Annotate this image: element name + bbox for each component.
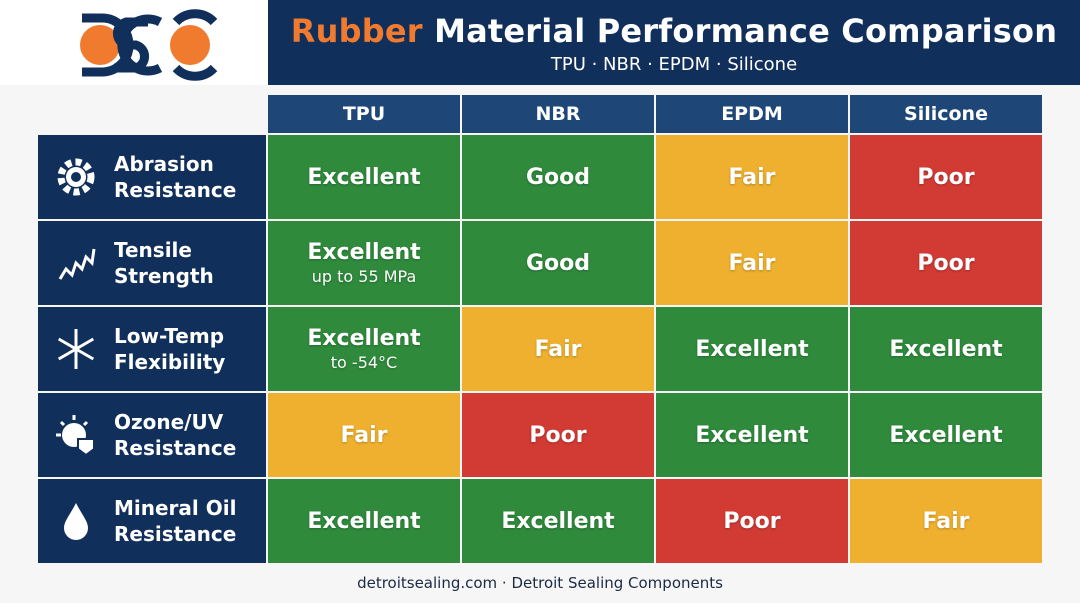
comparison-table: TPU NBR EPDM Silicone Abrasion Resistance… (38, 95, 1042, 563)
logo (0, 0, 268, 85)
rating-cell: Fair (850, 479, 1042, 563)
rating: Excellent (307, 326, 421, 351)
header: Rubber Material Performance Comparison T… (268, 0, 1080, 85)
rating: Excellent (889, 422, 1003, 448)
rating: Excellent (695, 422, 809, 448)
rating-cell: Poor (850, 221, 1042, 305)
row-header: Mineral Oil Resistance (38, 479, 266, 563)
row-label-line: Abrasion (114, 152, 214, 176)
corner (38, 95, 266, 133)
column-header: EPDM (656, 95, 848, 133)
rating-cell: Fair (656, 135, 848, 219)
rating-cell: Excellent (268, 479, 460, 563)
rating: Poor (529, 422, 587, 448)
rating-cell: Excellent (462, 479, 654, 563)
rating: Fair (922, 508, 970, 534)
rating-cell: Excellent (656, 393, 848, 477)
rating: Excellent (889, 336, 1003, 362)
row-header: Low-Temp Flexibility (38, 307, 266, 391)
rating: Good (525, 250, 591, 276)
snowflake-icon (57, 329, 95, 369)
rating-cell: Excellent (850, 393, 1042, 477)
rating: Good (525, 164, 591, 190)
rating-cell: Poor (850, 135, 1042, 219)
rating-cell: Excellent (850, 307, 1042, 391)
rating: Excellent (307, 508, 421, 534)
rating-cell: Excellent up to 55 MPa (268, 221, 460, 305)
title: Rubber Material Performance Comparison (268, 12, 1080, 50)
rating-cell: Poor (462, 393, 654, 477)
row-label-line: Ozone/UV (114, 410, 224, 434)
subtitle: TPU · NBR · EPDM · Silicone (550, 54, 798, 75)
rating: Poor (917, 164, 975, 190)
rating-cell: Excellent to -54°C (268, 307, 460, 391)
rating-cell: Excellent (268, 135, 460, 219)
spring-icon (58, 248, 96, 280)
row-label-line: Flexibility (114, 350, 226, 374)
rating-cell: Fair (268, 393, 460, 477)
row-label-line: Tensile (114, 238, 192, 262)
sun-icon (56, 415, 95, 457)
rating: Fair (340, 422, 388, 448)
row-header: Tensile Strength (38, 221, 266, 305)
gear-icon (57, 158, 95, 196)
column-header: NBR (462, 95, 654, 133)
rating-note: to -54°C (330, 353, 398, 372)
rating-cell: Excellent (656, 307, 848, 391)
row-header: Ozone/UV Resistance (38, 393, 266, 477)
column-header: Silicone (850, 95, 1042, 133)
drop-icon (64, 503, 88, 540)
footer: detroitsealing.com · Detroit Sealing Com… (357, 574, 723, 592)
rating: Excellent (307, 240, 421, 265)
rating: Excellent (695, 336, 809, 362)
row-label-line: Mineral Oil (114, 496, 237, 520)
row-label-line: Resistance (114, 178, 237, 202)
column-header: TPU (268, 95, 460, 133)
rating: Excellent (307, 164, 421, 190)
rating-cell: Fair (462, 307, 654, 391)
rating-cell: Good (462, 221, 654, 305)
rating: Poor (723, 508, 781, 534)
title-highlight: Rubber (290, 12, 423, 50)
row-header: Abrasion Resistance (38, 135, 266, 219)
rating: Poor (917, 250, 975, 276)
row-label-line: Low-Temp (114, 324, 225, 348)
rating: Excellent (501, 508, 615, 534)
title-rest: Material Performance Comparison (434, 12, 1058, 50)
rating-cell: Good (462, 135, 654, 219)
rating-cell: Poor (656, 479, 848, 563)
rating-note: up to 55 MPa (311, 267, 417, 286)
rating-cell: Fair (656, 221, 848, 305)
rating: Fair (728, 250, 776, 276)
row-label-line: Resistance (114, 522, 237, 546)
row-label-line: Resistance (114, 436, 237, 460)
row-label-line: Strength (114, 264, 214, 288)
logo-graphic (80, 9, 218, 81)
rating: Fair (728, 164, 776, 190)
rating: Fair (534, 336, 582, 362)
